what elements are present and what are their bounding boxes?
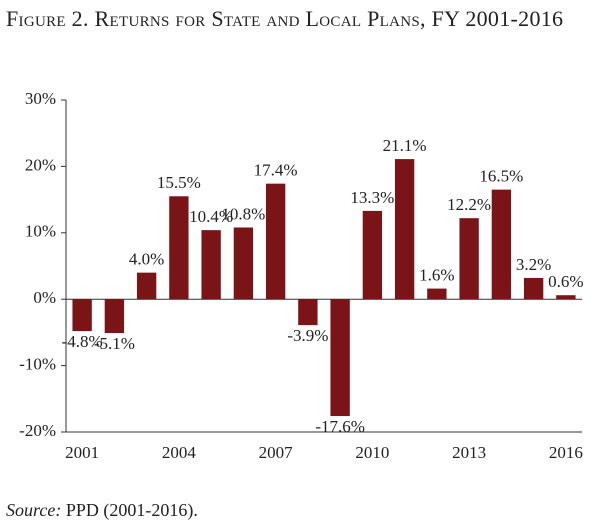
bar: [104, 299, 125, 334]
bar: [233, 227, 254, 300]
y-tick-label: 20%: [25, 155, 56, 174]
bar: [556, 295, 576, 300]
bar: [459, 218, 479, 300]
bar: [298, 299, 318, 326]
value-label: 16.5%: [479, 167, 523, 186]
bar: [330, 299, 350, 417]
x-tick-label: 2016: [549, 443, 583, 462]
x-tick-label: 2013: [452, 443, 486, 462]
value-label: 13.3%: [350, 188, 394, 207]
value-label: 0.6%: [548, 272, 583, 291]
x-tick-label: 2001: [65, 443, 99, 462]
bar: [394, 159, 415, 300]
value-label: 4.0%: [129, 250, 164, 269]
y-tick-label: 10%: [25, 222, 56, 241]
bar: [136, 272, 157, 300]
value-label: -5.1%: [94, 334, 135, 353]
y-tick-label: -10%: [19, 355, 56, 374]
bar: [169, 196, 189, 300]
x-tick-label: 2007: [259, 443, 294, 462]
bar: [491, 189, 512, 300]
value-label: -4.8%: [62, 332, 103, 351]
value-label: 10.8%: [221, 204, 265, 223]
bar: [362, 210, 383, 300]
bar: [72, 299, 92, 332]
value-label: 21.1%: [383, 136, 427, 155]
y-tick-label: 0%: [33, 288, 56, 307]
value-label: -3.9%: [287, 326, 328, 345]
bar: [523, 277, 544, 300]
bar: [265, 183, 286, 300]
x-tick-label: 2004: [162, 443, 197, 462]
bar: [427, 288, 447, 300]
value-label: 15.5%: [157, 173, 201, 192]
x-tick-label: 2010: [355, 443, 389, 462]
value-label: 17.4%: [254, 161, 298, 180]
value-label: 12.2%: [447, 195, 491, 214]
y-tick-label: -20%: [19, 421, 56, 440]
source-text: PPD (2001-2016).: [65, 500, 198, 520]
value-label: 1.6%: [419, 265, 454, 284]
value-label: 10.4%: [189, 207, 233, 226]
source: Source: PPD (2001-2016).: [6, 500, 198, 521]
source-label: Source:: [6, 500, 62, 520]
chart-title: Figure 2. Returns for State and Local Pl…: [6, 6, 564, 31]
chart: -20% -10% 0% 10% 20% 30% 2001 -4.8%-5.1% 4.0% 200…: [19, 89, 583, 462]
value-label: 3.2%: [516, 255, 551, 274]
y-tick-label: 30%: [25, 89, 56, 108]
value-label: -17.6%: [315, 417, 365, 436]
bar: [201, 230, 221, 300]
